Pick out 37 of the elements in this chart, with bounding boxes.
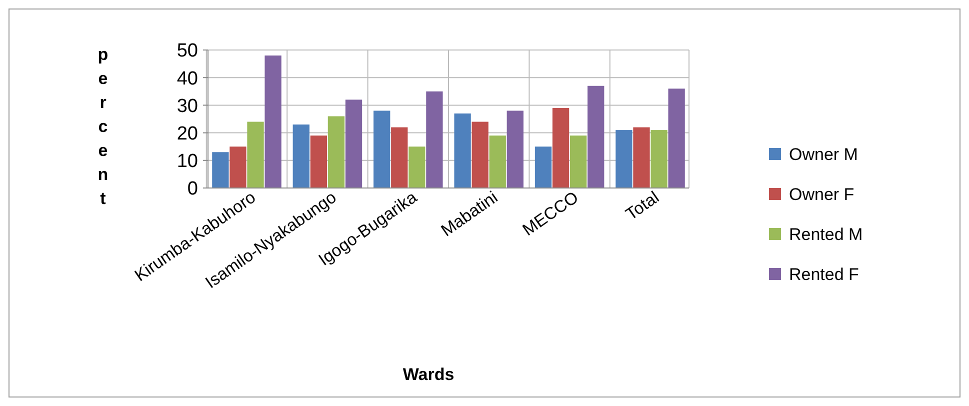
bar xyxy=(408,146,426,188)
bar xyxy=(472,122,488,188)
bar xyxy=(374,110,390,188)
x-axis-title: Wards xyxy=(402,365,454,384)
y-tick-label: 10 xyxy=(176,151,198,172)
bar xyxy=(616,130,632,188)
bar xyxy=(230,146,246,188)
bar xyxy=(454,113,471,188)
bar xyxy=(426,91,443,188)
legend-label: Owner M xyxy=(789,144,858,164)
bar xyxy=(534,146,552,188)
bar xyxy=(650,130,668,188)
bar xyxy=(292,124,310,188)
legend-label: Rented M xyxy=(789,224,863,244)
y-axis-title: percent xyxy=(98,45,108,208)
legend-label: Rented F xyxy=(789,264,859,284)
bar xyxy=(506,110,524,188)
y-tick-label: 0 xyxy=(187,178,198,200)
bar xyxy=(247,122,264,188)
bar xyxy=(552,108,570,188)
bar xyxy=(391,127,408,188)
y-tick-label: 40 xyxy=(176,68,198,90)
legend-label: Owner F xyxy=(789,184,854,204)
bar xyxy=(633,127,650,188)
y-tick-label: 50 xyxy=(176,40,198,62)
bar xyxy=(668,88,685,188)
bar xyxy=(328,116,345,188)
bar xyxy=(310,136,328,188)
bar xyxy=(588,86,604,188)
bar xyxy=(489,136,506,188)
bar xyxy=(570,136,587,188)
y-tick-label: 20 xyxy=(176,123,198,144)
bar xyxy=(264,56,282,188)
y-tick-label: 30 xyxy=(176,96,198,117)
bar xyxy=(212,152,229,188)
bar xyxy=(345,100,362,188)
x-tick-label: Total xyxy=(622,188,663,224)
